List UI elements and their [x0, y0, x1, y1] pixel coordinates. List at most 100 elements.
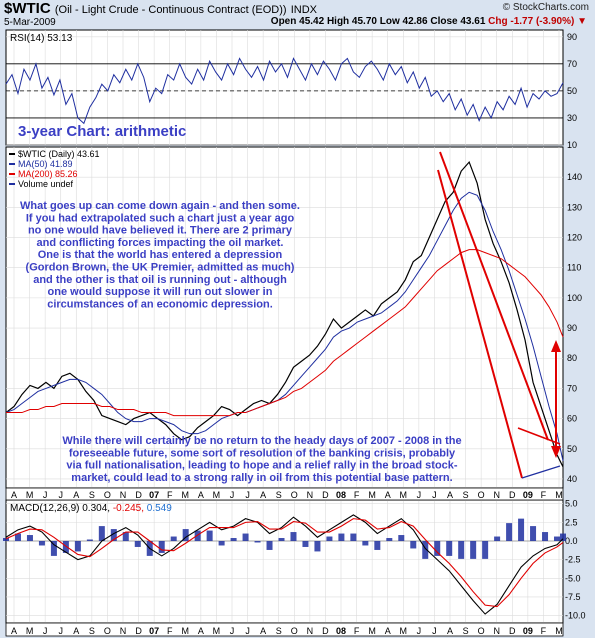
ohlc-readout: Open 45.42 High 45.70 Low 42.86 Close 43…: [271, 16, 587, 27]
macd-histogram-bar: [482, 541, 489, 559]
month-tick-label: A: [11, 626, 17, 636]
macd-histogram-bar: [338, 533, 345, 541]
annotation-top-line: One is that the world has entered a depr…: [38, 249, 283, 261]
month-tick-label: M: [368, 626, 376, 636]
price-y-tick-label: 120: [567, 233, 582, 243]
price-y-tick-label: 70: [567, 383, 577, 393]
macd-y-tick-label: -7.5: [565, 592, 581, 602]
price-y-tick-label: 100: [567, 293, 582, 303]
macd-histogram-bar: [206, 530, 213, 541]
annotation-bottom-line: via full nationalisation, leading to hop…: [66, 460, 458, 472]
month-tick-label: A: [447, 626, 453, 636]
high-value: High 45.70: [326, 16, 377, 27]
rsi-y-tick-label: 10: [567, 140, 577, 150]
month-tick-label: J: [417, 626, 422, 636]
rsi-y-tick-label: 70: [567, 59, 577, 69]
rsi-series-line: [5, 57, 564, 125]
macd-histogram-bar: [398, 535, 405, 541]
macd-series-1: [5, 518, 564, 608]
change-value: Chg -1.77 (-3.90%): [488, 16, 575, 27]
month-tick-label: A: [385, 626, 391, 636]
month-tick-label: N: [120, 626, 127, 636]
macd-histogram-bar: [446, 541, 453, 556]
arrow-up-icon: [551, 340, 561, 352]
macd-histogram-bar: [554, 536, 561, 541]
macd-histogram-bar: [74, 541, 81, 552]
macd-legend: MACD(12,26,9) 0.304, -0.245, 0.549: [10, 503, 172, 514]
macd-histogram-bar: [230, 538, 237, 541]
month-axis-bg-bottom: [5, 622, 564, 637]
month-tick-label: D: [322, 626, 329, 636]
month-tick-label: M: [400, 490, 408, 500]
macd-histogram-bar: [242, 533, 249, 541]
macd-histogram-bar: [506, 523, 513, 541]
month-tick-label: J: [230, 626, 235, 636]
annotation-bottom-line: foreseeable future, some sort of resolut…: [69, 447, 456, 459]
month-tick-label: S: [89, 490, 95, 500]
month-tick-label: F: [541, 490, 547, 500]
month-tick-label: D: [322, 490, 329, 500]
macd-histogram-bar: [182, 529, 189, 541]
month-tick-label: M: [213, 490, 221, 500]
price-legend-entry: $WTIC (Daily) 43.61: [18, 149, 100, 159]
month-tick-label: A: [447, 490, 453, 500]
macd-histogram-bar: [314, 541, 321, 552]
month-tick-label: S: [276, 490, 282, 500]
macd-histogram-bar: [386, 538, 393, 541]
month-tick-label: M: [26, 490, 34, 500]
month-tick-label: N: [493, 490, 500, 500]
macd-histogram-bar: [14, 533, 21, 541]
macd-histogram-bar: [422, 541, 429, 559]
macd-histogram-bar: [434, 541, 441, 556]
annotation-top-line: no one would have believed it. There are…: [28, 225, 293, 237]
month-tick-label: M: [555, 626, 563, 636]
month-tick-label: J: [43, 626, 48, 636]
month-tick-label: O: [104, 490, 111, 500]
macd-histogram-bar: [98, 526, 105, 541]
month-tick-label: F: [354, 626, 360, 636]
macd-histogram-bar: [302, 541, 309, 547]
month-tick-label: 09: [523, 626, 533, 636]
month-tick-label: J: [245, 490, 250, 500]
price-y-tick-label: 60: [567, 414, 577, 424]
month-tick-label: J: [245, 626, 250, 636]
macd-histogram-bar: [266, 541, 273, 550]
month-tick-label: M: [555, 490, 563, 500]
month-tick-label: O: [478, 626, 485, 636]
macd-histogram-bar: [290, 532, 297, 541]
macd-y-tick-label: -2.5: [565, 555, 581, 565]
annotation-top-line: and conflicting forces impacting the oil…: [37, 237, 284, 249]
month-tick-label: A: [73, 626, 79, 636]
close-value: Close 43.61: [430, 16, 486, 27]
annotation-top-line: (Gordon Brown, the UK Premier, admitted …: [26, 262, 295, 274]
macd-histogram-bar: [458, 541, 465, 559]
month-tick-label: O: [104, 626, 111, 636]
price-y-tick-label: 140: [567, 172, 582, 182]
month-axis-bg-top: [5, 487, 564, 501]
month-tick-label: O: [291, 626, 298, 636]
month-tick-label: N: [307, 490, 314, 500]
open-value: Open 45.42: [270, 16, 325, 27]
macd-histogram-bar: [218, 541, 225, 546]
price-series-1: [5, 191, 564, 461]
symbol: $WTIC: [4, 0, 51, 17]
macd-histogram-bar: [530, 526, 537, 541]
price-panel-bg: [5, 146, 564, 489]
month-tick-label: N: [493, 626, 500, 636]
macd-histogram-bar: [494, 536, 501, 541]
month-tick-label: N: [120, 490, 127, 500]
macd-histogram-bar: [410, 541, 417, 549]
month-tick-label: F: [354, 490, 360, 500]
base-top-line: [517, 427, 561, 445]
rsi-y-tick-label: 50: [567, 86, 577, 96]
base-bottom-line: [521, 465, 561, 479]
month-tick-label: 07: [149, 626, 159, 636]
month-tick-label: M: [400, 626, 408, 636]
macd-histogram-bar: [86, 539, 93, 541]
month-tick-label: M: [182, 490, 190, 500]
macd-y-tick-label: -5.0: [565, 573, 581, 583]
price-y-tick-label: 50: [567, 444, 577, 454]
month-tick-label: J: [432, 490, 437, 500]
month-tick-label: A: [198, 490, 204, 500]
month-tick-label: D: [509, 626, 516, 636]
